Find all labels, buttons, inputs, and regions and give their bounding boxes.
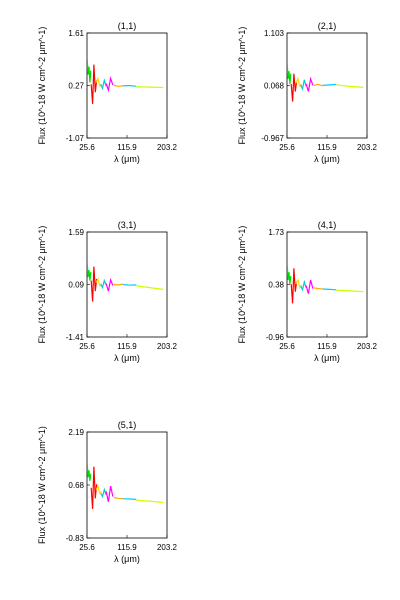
series-line-6 (313, 83, 323, 87)
panel-1: (1,1) 25.6 115.9 203.2 -1.07 0.27 1.61 λ (μm) Fl… (37, 21, 178, 164)
y-tick-label: 0.27 (68, 82, 84, 91)
series-line-5 (105, 76, 114, 93)
x-tick-label: 115.9 (117, 543, 137, 552)
series-line-4 (100, 487, 107, 499)
x-axis-label: λ (μm) (114, 353, 140, 363)
series-line-7 (122, 498, 137, 500)
series-line-8 (136, 499, 164, 504)
x-tick-label: 203.2 (357, 342, 378, 351)
series-line-1 (287, 264, 292, 284)
panel-title: (3,1) (118, 220, 137, 230)
y-axis-label: Flux (10^-18 W cm^-2 μm^-1) (37, 426, 47, 544)
x-tick-label: 115.9 (317, 143, 337, 152)
plot-frame (86, 431, 168, 539)
series-line-1 (287, 63, 292, 84)
series-line-4 (100, 78, 107, 91)
y-tick-label: 1.59 (68, 228, 84, 237)
x-tick-label: 25.6 (279, 342, 295, 351)
y-axis-label: Flux (10^-18 W cm^-2 μm^-1) (237, 226, 247, 344)
x-axis-label: λ (μm) (114, 154, 140, 164)
panel-title: (4,1) (318, 220, 337, 230)
series-line-1 (87, 58, 92, 83)
series-line-4 (300, 279, 307, 292)
y-tick-label: -1.07 (66, 134, 85, 143)
series-line-2 (90, 266, 98, 302)
series-line-4 (100, 278, 107, 290)
y-tick-label: -1.41 (66, 333, 85, 342)
x-tick-label: 25.6 (279, 143, 295, 152)
series-line-1 (87, 463, 92, 481)
series-line-8 (336, 289, 364, 293)
series-line-8 (336, 84, 364, 88)
y-tick-label: 0.68 (68, 481, 84, 490)
series-line-2 (90, 64, 98, 104)
panel-title: (5,1) (118, 420, 137, 430)
y-tick-label: 1.73 (268, 228, 284, 237)
series-line-6 (113, 84, 123, 87)
panel-2: (2,1) 25.6 115.9 203.2 -0.967 0.068 1.103 λ (μm… (237, 21, 378, 164)
x-tick-label: 25.6 (79, 543, 95, 552)
series-line-2 (90, 466, 98, 509)
series-line-6 (113, 283, 123, 286)
y-tick-label: -0.967 (261, 134, 284, 143)
series-line-2 (290, 268, 298, 304)
series-line-3 (95, 484, 103, 495)
series-line-7 (322, 83, 337, 86)
y-axis-label: Flux (10^-18 W cm^-2 μm^-1) (37, 226, 47, 344)
series-line-5 (105, 277, 114, 292)
series-line-6 (113, 497, 123, 500)
series-line-7 (322, 288, 337, 291)
y-tick-label: -0.83 (66, 534, 85, 543)
y-tick-label: 2.19 (68, 428, 84, 437)
panel-5: (5,1) 25.6 115.9 203.2 -0.83 0.68 2.19 λ (μm) Fl… (37, 420, 178, 564)
y-tick-label: 0.068 (264, 82, 285, 91)
x-tick-label: 115.9 (317, 342, 337, 351)
x-tick-label: 203.2 (157, 543, 178, 552)
y-tick-label: 0.38 (268, 281, 284, 290)
series-line-2 (290, 73, 298, 102)
x-tick-label: 203.2 (157, 143, 178, 152)
series-line-8 (136, 285, 164, 290)
panel-3: (3,1) 25.6 115.9 203.2 -1.41 0.09 1.59 λ (μm) Fl… (37, 220, 178, 363)
series-line-7 (122, 283, 137, 286)
panel-title: (2,1) (318, 21, 337, 31)
series-line-6 (313, 287, 323, 290)
series-line-1 (87, 263, 92, 281)
series-line-5 (305, 76, 314, 92)
x-axis-label: λ (μm) (314, 353, 340, 363)
y-tick-label: 1.61 (68, 29, 84, 38)
series-line-4 (300, 79, 307, 91)
x-axis-label: λ (μm) (114, 554, 140, 564)
y-axis-label: Flux (10^-18 W cm^-2 μm^-1) (37, 27, 47, 145)
x-tick-label: 115.9 (117, 143, 137, 152)
x-tick-label: 203.2 (357, 143, 378, 152)
panel-title: (1,1) (118, 21, 137, 31)
series-line-8 (136, 86, 164, 89)
x-axis-label: λ (μm) (314, 154, 340, 164)
y-axis-label: Flux (10^-18 W cm^-2 μm^-1) (237, 27, 247, 145)
x-tick-label: 25.6 (79, 342, 95, 351)
series-line-5 (305, 279, 314, 294)
x-tick-label: 203.2 (157, 342, 178, 351)
series-line-7 (122, 84, 137, 87)
x-tick-label: 25.6 (79, 143, 95, 152)
y-tick-label: -0.96 (266, 333, 285, 342)
panel-4: (4,1) 25.6 115.9 203.2 -0.96 0.38 1.73 λ (μm) Fl… (237, 220, 378, 363)
x-tick-label: 115.9 (117, 342, 137, 351)
series-line-5 (105, 485, 114, 502)
y-tick-label: 0.09 (68, 281, 84, 290)
y-tick-label: 1.103 (264, 29, 285, 38)
